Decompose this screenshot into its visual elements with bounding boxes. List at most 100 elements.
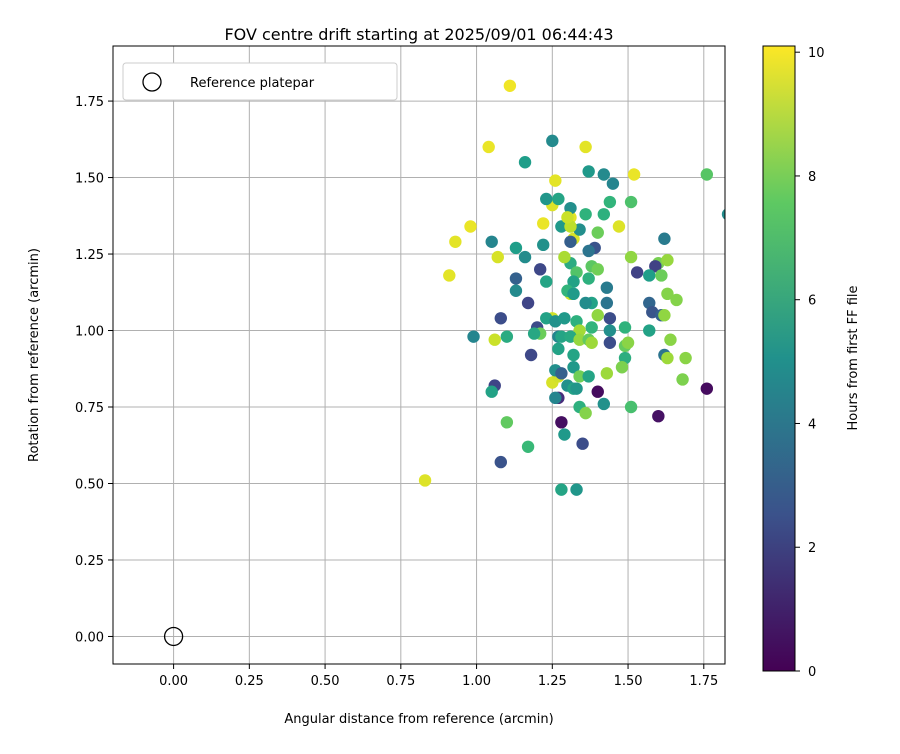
- x-tick-label: 0.50: [311, 674, 340, 689]
- data-point: [573, 324, 586, 337]
- data-point: [509, 284, 523, 297]
- data-point: [582, 272, 595, 285]
- grid: [113, 46, 725, 664]
- data-point: [661, 351, 674, 365]
- data-point: [564, 235, 577, 249]
- data-point: [555, 220, 568, 233]
- data-point: [524, 348, 538, 362]
- colorbar-tick-label: 4: [808, 417, 816, 432]
- data-point: [573, 333, 586, 346]
- data-point: [567, 275, 580, 288]
- y-tick-label: 1.00: [75, 325, 104, 340]
- data-point: [606, 177, 620, 190]
- data-point: [549, 391, 562, 405]
- data-point: [537, 217, 550, 230]
- x-tick-label: 1.75: [689, 674, 718, 689]
- data-point: [464, 220, 477, 233]
- data-point: [700, 382, 714, 395]
- colorbar-label: Hours from first FF file: [846, 285, 861, 430]
- data-point: [721, 208, 725, 220]
- data-point: [521, 440, 535, 453]
- y-tick-label: 0.25: [75, 554, 104, 569]
- data-point: [558, 428, 571, 441]
- y-tick-label: 0.50: [75, 477, 104, 492]
- data-point: [624, 195, 638, 209]
- data-point: [567, 348, 580, 362]
- data-point: [603, 312, 617, 325]
- data-point: [500, 416, 514, 429]
- data-point: [555, 330, 568, 343]
- data-point: [615, 361, 629, 374]
- data-point: [573, 370, 586, 383]
- data-point: [603, 324, 617, 337]
- data-point: [670, 293, 683, 307]
- data-point: [600, 367, 614, 380]
- data-point: [582, 244, 595, 258]
- plot-frame: [112, 45, 726, 665]
- data-point: [582, 370, 595, 383]
- x-tick-label: 1.25: [538, 674, 567, 689]
- data-point: [643, 269, 656, 282]
- data-point: [630, 266, 644, 279]
- data-point: [570, 382, 583, 395]
- data-point: [537, 238, 550, 252]
- data-point: [658, 232, 671, 245]
- data-point: [567, 361, 580, 374]
- data-point: [546, 134, 559, 148]
- data-point: [579, 140, 592, 154]
- data-point: [618, 321, 632, 334]
- data-point: [555, 416, 568, 429]
- data-point: [624, 400, 638, 414]
- data-point: [579, 296, 592, 310]
- data-point: [591, 385, 604, 398]
- data-point: [482, 140, 495, 154]
- data-points: [418, 79, 725, 496]
- data-point: [552, 192, 565, 206]
- legend-marker: [142, 72, 162, 92]
- data-point: [591, 263, 604, 276]
- colorbar-tick-label: 6: [808, 294, 816, 309]
- legend-entry-reference: Reference platepar: [190, 76, 315, 91]
- y-axis-ticks: 0.00 0.25 0.50 0.75 1.00 1.25 1.50 1.75: [75, 95, 113, 645]
- data-point: [552, 342, 565, 356]
- x-tick-label: 0.00: [159, 674, 188, 689]
- data-point: [500, 330, 514, 343]
- data-point: [549, 174, 562, 187]
- data-point: [597, 208, 611, 221]
- data-point: [570, 483, 583, 496]
- data-point: [509, 241, 523, 255]
- data-point: [558, 250, 571, 264]
- data-point: [555, 483, 568, 496]
- data-point: [582, 165, 595, 178]
- data-point: [597, 168, 611, 181]
- data-point: [540, 192, 553, 206]
- data-point: [679, 351, 692, 365]
- data-point: [585, 336, 598, 349]
- data-point: [579, 406, 592, 420]
- data-point: [664, 333, 677, 346]
- data-point: [600, 296, 614, 310]
- reference-platepar-marker: [163, 626, 184, 647]
- data-point: [624, 250, 638, 264]
- y-axis-label: Rotation from reference (arcmin): [27, 248, 42, 462]
- data-point: [649, 260, 662, 273]
- data-point: [661, 287, 674, 301]
- data-point: [612, 220, 626, 233]
- data-point: [621, 336, 635, 349]
- data-point: [494, 455, 508, 469]
- data-point: [576, 437, 589, 450]
- data-point: [540, 275, 553, 288]
- data-point: [561, 211, 574, 224]
- data-point: [449, 235, 462, 249]
- colorbar-tick-label: 8: [808, 170, 816, 185]
- data-point: [603, 336, 617, 349]
- data-point: [643, 324, 656, 337]
- data-point: [521, 296, 535, 310]
- data-point: [558, 312, 571, 325]
- data-point: [597, 397, 611, 411]
- data-point: [591, 309, 604, 322]
- data-point: [443, 269, 456, 282]
- colorbar-tick-label: 10: [808, 46, 825, 61]
- data-point: [585, 321, 598, 334]
